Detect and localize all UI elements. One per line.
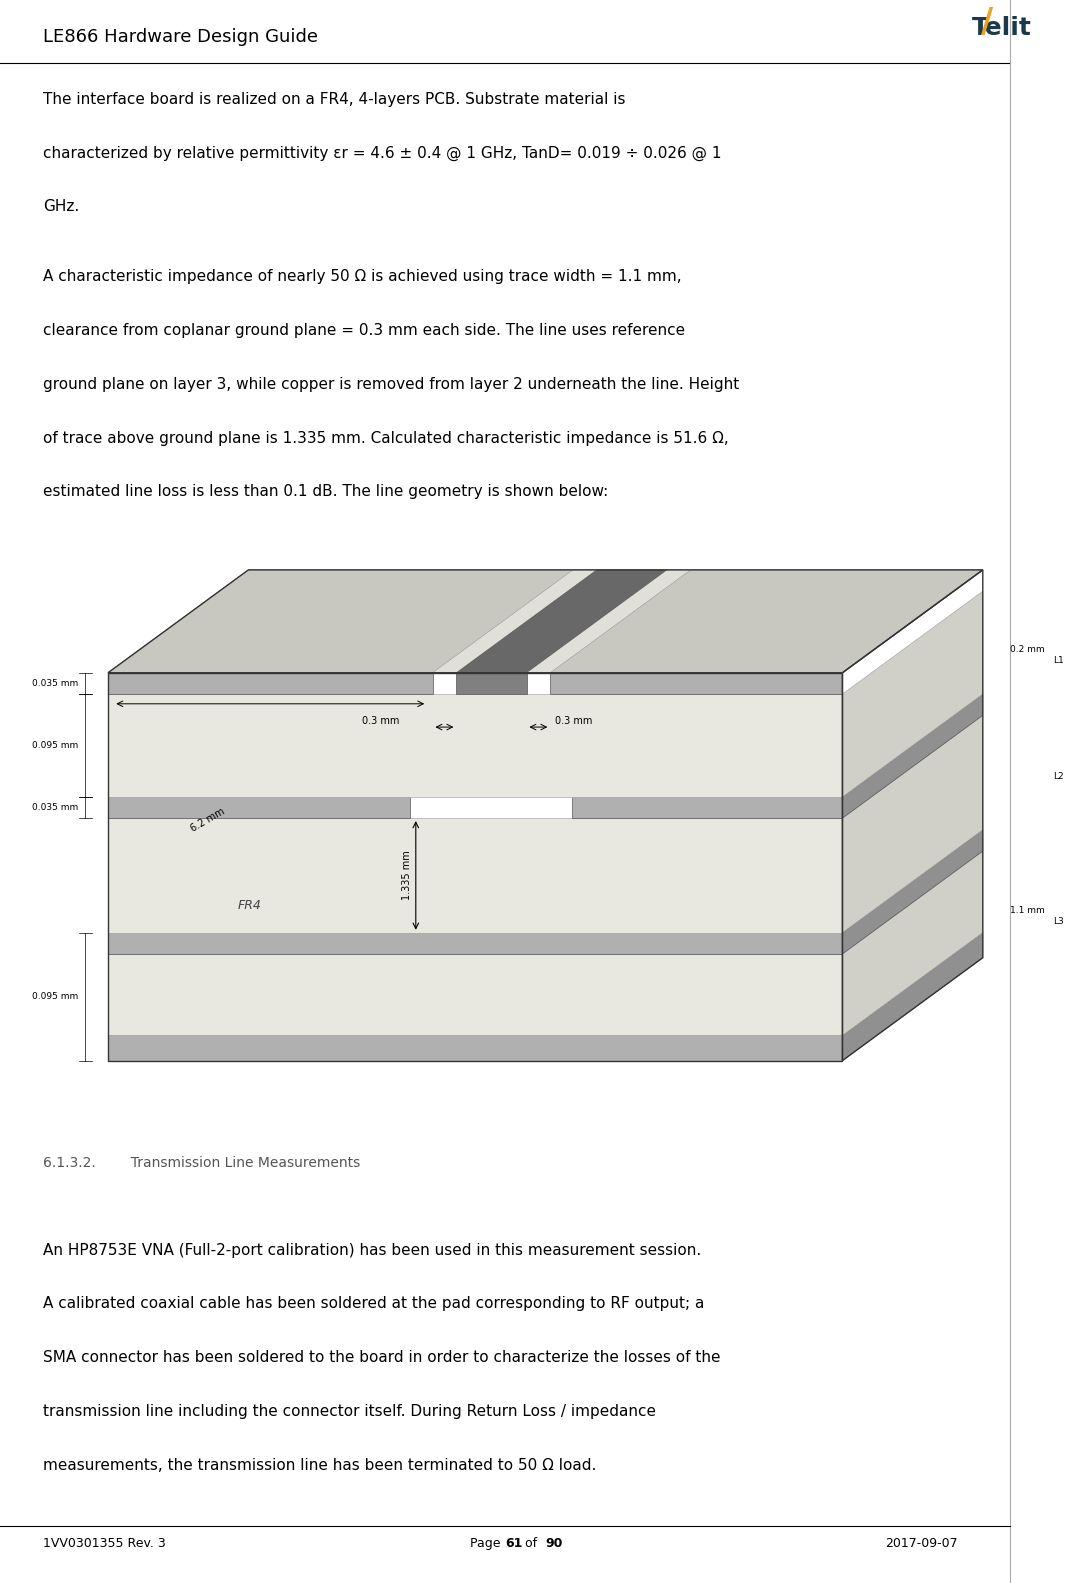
Text: A characteristic impedance of nearly 50 Ω is achieved using trace width = 1.1 mm: A characteristic impedance of nearly 50 … [43, 269, 681, 283]
Polygon shape [457, 570, 667, 673]
Text: 0.035 mm: 0.035 mm [31, 679, 78, 689]
Polygon shape [108, 955, 842, 1035]
Text: 1.335 mm: 1.335 mm [402, 850, 413, 901]
Text: 1.1 mm: 1.1 mm [1010, 905, 1044, 915]
Text: An HP8753E VNA (Full-2-port calibration) has been used in this measurement sessi: An HP8753E VNA (Full-2-port calibration)… [43, 1243, 701, 1257]
Text: L2: L2 [1053, 773, 1064, 780]
Text: 6.1.3.2.        Transmission Line Measurements: 6.1.3.2. Transmission Line Measurements [43, 1156, 361, 1170]
Polygon shape [108, 932, 842, 955]
Text: /: / [982, 6, 994, 40]
Text: 0.2 mm: 0.2 mm [1010, 644, 1044, 654]
Text: 0.095 mm: 0.095 mm [31, 741, 78, 750]
Text: 61: 61 [505, 1537, 523, 1550]
Text: 2017-09-07: 2017-09-07 [886, 1537, 958, 1550]
Polygon shape [842, 693, 983, 818]
Polygon shape [842, 852, 983, 1035]
Text: 0.095 mm: 0.095 mm [31, 993, 78, 1000]
Text: GHz.: GHz. [43, 199, 80, 214]
Polygon shape [108, 693, 842, 796]
Text: LE866 Hardware Design Guide: LE866 Hardware Design Guide [43, 28, 319, 46]
Text: 90: 90 [545, 1537, 563, 1550]
Text: 1.1 mm: 1.1 mm [540, 590, 577, 600]
Polygon shape [108, 818, 842, 932]
Text: 6.2 mm: 6.2 mm [189, 806, 227, 834]
Polygon shape [842, 932, 983, 1061]
Polygon shape [108, 1035, 842, 1061]
Polygon shape [572, 796, 842, 818]
Polygon shape [457, 673, 527, 693]
Text: SMA connector has been soldered to the board in order to characterize the losses: SMA connector has been soldered to the b… [43, 1350, 720, 1365]
Text: 0.3 mm: 0.3 mm [362, 716, 400, 725]
Polygon shape [842, 590, 983, 796]
Text: The interface board is realized on a FR4, 4-layers PCB. Substrate material is: The interface board is realized on a FR4… [43, 92, 625, 106]
Text: A calibrated coaxial cable has been soldered at the pad corresponding to RF outp: A calibrated coaxial cable has been sold… [43, 1296, 704, 1311]
Text: clearance from coplanar ground plane = 0.3 mm each side. The line uses reference: clearance from coplanar ground plane = 0… [43, 323, 686, 337]
Text: FR4: FR4 [238, 899, 261, 912]
Text: ground plane on layer 3, while copper is removed from layer 2 underneath the lin: ground plane on layer 3, while copper is… [43, 377, 740, 391]
Polygon shape [842, 716, 983, 932]
Polygon shape [108, 570, 572, 673]
Text: characterized by relative permittivity εr = 4.6 ± 0.4 @ 1 GHz, TanD= 0.019 ÷ 0.0: characterized by relative permittivity ε… [43, 146, 721, 161]
Polygon shape [108, 796, 410, 818]
Polygon shape [108, 570, 983, 673]
Polygon shape [551, 673, 842, 693]
Polygon shape [551, 570, 983, 673]
Text: 1VV0301355 Rev. 3: 1VV0301355 Rev. 3 [43, 1537, 166, 1550]
Text: 0.035 mm: 0.035 mm [31, 803, 78, 812]
Text: transmission line including the connector itself. During Return Loss / impedance: transmission line including the connecto… [43, 1404, 657, 1418]
Polygon shape [108, 673, 432, 693]
Polygon shape [842, 829, 983, 955]
Text: L3: L3 [1053, 917, 1064, 926]
Text: 0.3 mm: 0.3 mm [555, 716, 592, 725]
Text: measurements, the transmission line has been terminated to 50 Ω load.: measurements, the transmission line has … [43, 1458, 596, 1472]
Text: L1: L1 [1053, 655, 1064, 665]
Text: estimated line loss is less than 0.1 dB. The line geometry is shown below:: estimated line loss is less than 0.1 dB.… [43, 484, 608, 499]
Text: Page: Page [470, 1537, 504, 1550]
Text: of trace above ground plane is 1.335 mm. Calculated characteristic impedance is : of trace above ground plane is 1.335 mm.… [43, 431, 729, 445]
Text: Telit: Telit [972, 16, 1031, 40]
Text: of: of [521, 1537, 541, 1550]
